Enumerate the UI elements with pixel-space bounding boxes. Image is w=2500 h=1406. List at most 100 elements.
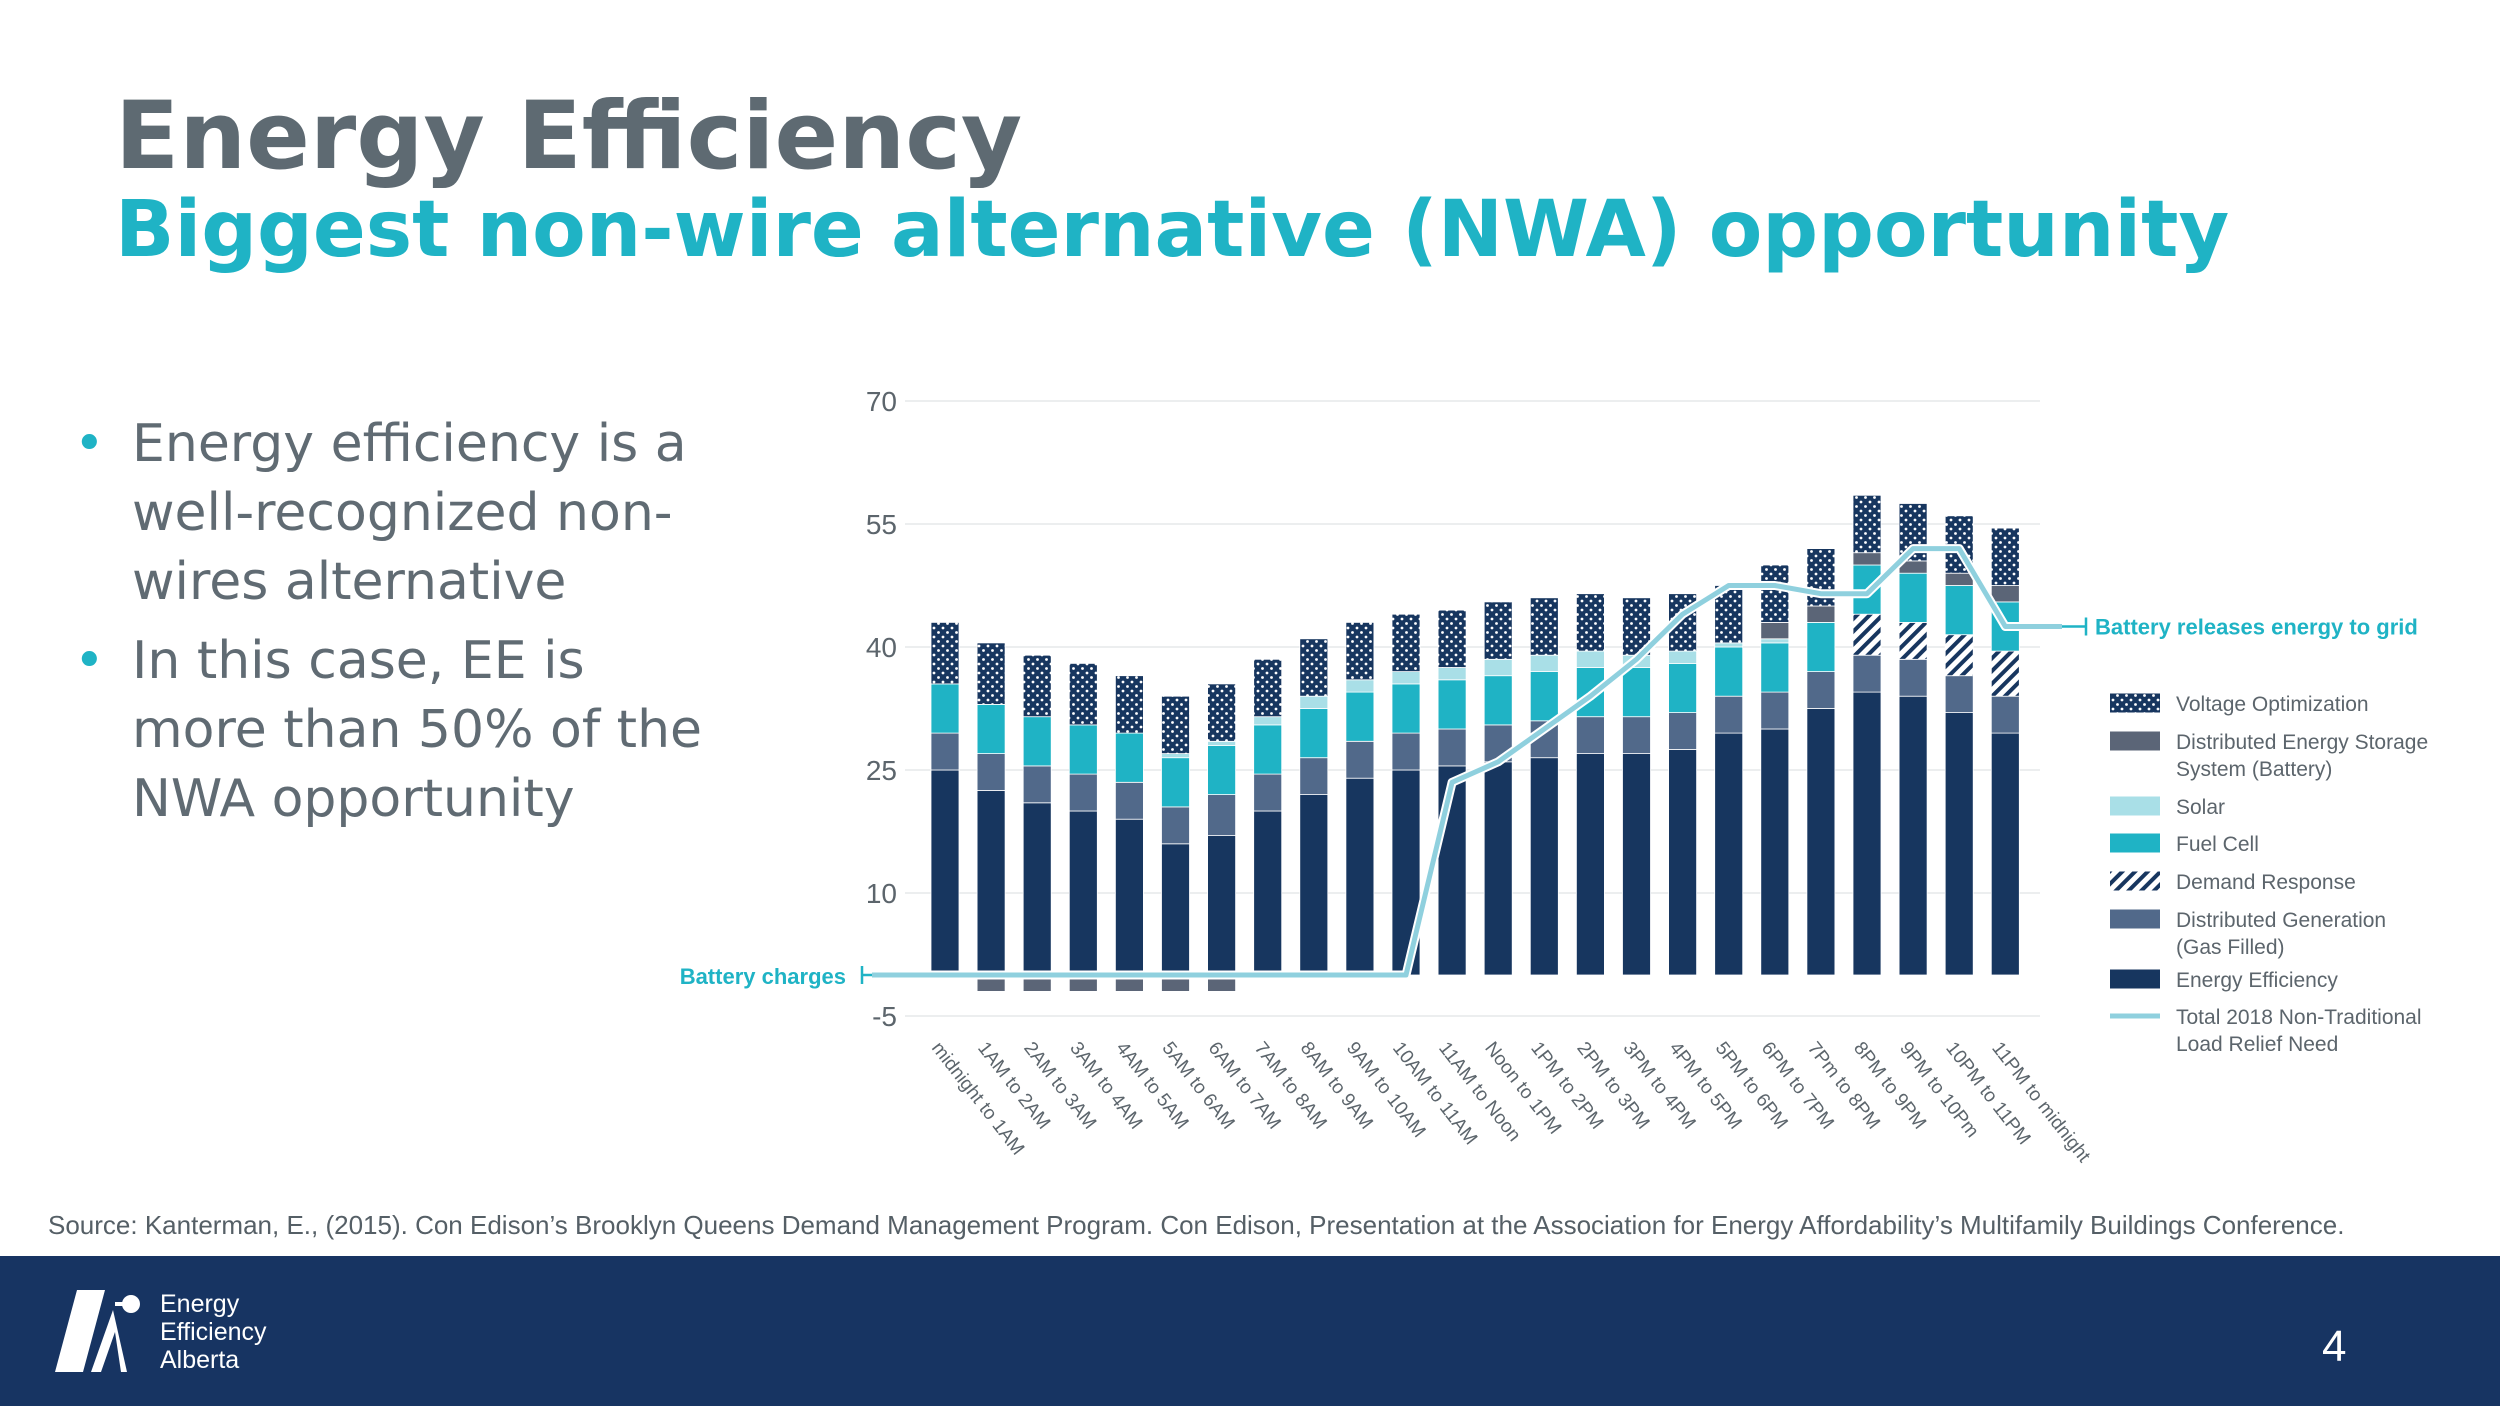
bar-segment xyxy=(976,704,1006,755)
bar-segment xyxy=(930,683,960,734)
bullet-text: In this case, EE is more than 50% of the… xyxy=(132,631,703,829)
logo-wordmark: Energy Efficiency Alberta xyxy=(160,1290,267,1374)
bar-segment xyxy=(1944,572,1974,586)
bar-segment xyxy=(1391,671,1421,685)
y-tick-label: -5 xyxy=(872,1001,897,1032)
bar-segment xyxy=(1161,695,1190,755)
load-relief-line xyxy=(872,544,2062,980)
bullet-dot-icon: • xyxy=(74,631,105,691)
legend-label-line: (Gas Filled) xyxy=(2176,936,2285,959)
bar-segment xyxy=(1944,712,1974,976)
chart-legend: Voltage Optimization Distributed Energy S… xyxy=(2110,693,2428,1056)
bar-segment xyxy=(1299,757,1329,796)
bar-segment xyxy=(976,642,1006,705)
bar-segment xyxy=(1068,663,1098,726)
legend-label-line: Distributed Energy Storage xyxy=(2176,731,2428,754)
bar-segment xyxy=(1714,732,1744,976)
bar-segment xyxy=(1944,585,1974,636)
legend-label: Solar xyxy=(2176,796,2225,819)
bar-segment xyxy=(930,732,960,771)
bar-segment xyxy=(1852,654,1882,693)
stacked-bars xyxy=(930,494,2020,992)
bar-segment xyxy=(1253,658,1283,718)
bar-segment xyxy=(1944,634,1974,677)
legend-swatch xyxy=(2110,969,2160,989)
bullet-text: Energy efficiency is a well-recognized n… xyxy=(132,414,687,612)
legend-label: Total 2018 Non-Traditional Load Relief Ne… xyxy=(2176,1006,2422,1056)
bar-segment xyxy=(1483,761,1513,976)
bar-segment xyxy=(1760,638,1790,644)
bar-segment xyxy=(1760,622,1790,640)
bar-segment xyxy=(1806,622,1836,673)
y-axis-ticks: -5 10 25 40 55 70 xyxy=(866,386,897,1032)
legend-label-line: Voltage Optimization xyxy=(2176,693,2369,716)
logo-line: Alberta xyxy=(160,1346,240,1374)
bar-segment xyxy=(1714,642,1744,648)
bar-segment xyxy=(1483,658,1513,677)
legend-label: Distributed Energy Storage System (Batter… xyxy=(2176,731,2428,781)
bar-segment xyxy=(1253,724,1283,775)
bar-segment xyxy=(1437,679,1467,730)
bar-segment xyxy=(1576,650,1605,668)
bar-segment xyxy=(1529,671,1559,722)
bar-segment xyxy=(1115,675,1144,734)
bar-segment xyxy=(1299,708,1329,759)
bar-segment xyxy=(1990,527,2020,586)
bar-segment xyxy=(1115,732,1144,783)
legend-label: Fuel Cell xyxy=(2176,833,2259,856)
y-tick-label: 40 xyxy=(866,632,897,663)
y-tick-label: 25 xyxy=(866,755,897,786)
bar-segment xyxy=(1345,679,1375,693)
bar-segment xyxy=(1714,646,1744,697)
bar-segment xyxy=(1161,753,1190,759)
bar-segment xyxy=(1898,658,1928,697)
bar-segment xyxy=(1529,597,1559,656)
bar-segment xyxy=(1437,728,1467,767)
legend-label-line: System (Battery) xyxy=(2176,758,2332,781)
page-title: Energy Efficiency xyxy=(115,82,1023,191)
bar-segment xyxy=(1207,740,1236,746)
legend-label-line: Total 2018 Non-Traditional xyxy=(2176,1006,2422,1029)
legend-swatch xyxy=(2110,796,2160,816)
legend-label: Demand Response xyxy=(2176,871,2356,894)
annotation-battery-charges: Battery charges xyxy=(680,964,846,989)
bar-segment xyxy=(976,753,1006,791)
bar-segment xyxy=(1391,732,1421,771)
y-tick-label: 70 xyxy=(866,386,897,417)
bar-segment xyxy=(1990,695,2020,734)
bar-segment xyxy=(1529,757,1559,976)
bar-segment xyxy=(1668,749,1697,976)
page-subtitle: Biggest non-wire alternative (NWA) oppor… xyxy=(115,185,2230,275)
bar-segment xyxy=(1852,552,1882,566)
bar-segment xyxy=(1115,818,1144,976)
bar-segment xyxy=(1022,802,1052,976)
bar-segment xyxy=(1345,622,1375,681)
bar-segment xyxy=(1806,708,1836,976)
load-relief-line xyxy=(872,546,2062,978)
bar-segment xyxy=(1068,724,1098,775)
bar-segment xyxy=(1483,675,1513,726)
bar-segment xyxy=(1022,654,1052,718)
bullet-item: • Energy efficiency is a well-recognized … xyxy=(70,410,710,617)
legend-swatch xyxy=(2110,833,2160,853)
bar-segment xyxy=(1576,716,1605,755)
legend-label-line: Distributed Generation xyxy=(2176,909,2386,932)
bar-segment xyxy=(930,769,960,976)
bar-segment xyxy=(1299,794,1329,976)
bar-segment xyxy=(1668,650,1697,664)
bar-segment xyxy=(1345,740,1375,779)
bar-segment xyxy=(1898,622,1928,660)
bar-segment xyxy=(1391,683,1421,734)
bar-segment xyxy=(1207,683,1236,742)
bar-segment xyxy=(1207,745,1236,796)
bar-segment xyxy=(1990,585,2020,603)
legend-swatch xyxy=(2110,731,2160,751)
bar-segment xyxy=(1022,765,1052,804)
legend-swatch xyxy=(2110,909,2160,929)
bar-segment xyxy=(1990,650,2020,697)
bar-segment xyxy=(1253,810,1283,976)
legend-label-line: Energy Efficiency xyxy=(2176,969,2338,992)
bar-segment xyxy=(1022,716,1052,767)
bar-segment xyxy=(1253,716,1283,726)
bar-segment xyxy=(1115,781,1144,820)
